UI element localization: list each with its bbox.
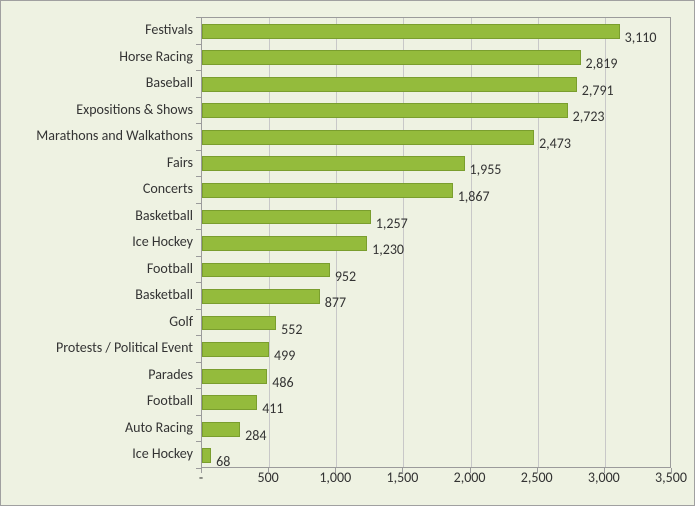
y-tick-mark (196, 150, 201, 151)
bar-row: 1,257 (202, 204, 670, 231)
value-label: 284 (245, 427, 266, 444)
y-tick-mark (196, 44, 201, 45)
value-label: 411 (262, 400, 283, 417)
plot-area: 3,1102,8192,7912,7232,4731,9551,8671,257… (201, 17, 671, 468)
category-label: Fairs (167, 150, 193, 177)
category-label: Auto Racing (125, 415, 193, 442)
value-label: 499 (274, 347, 295, 364)
y-tick-mark (196, 415, 201, 416)
y-tick-mark (196, 388, 201, 389)
value-label: 2,791 (582, 82, 614, 99)
bar: 1,230 (202, 236, 367, 251)
bar-row: 2,791 (202, 71, 670, 98)
bar-row: 68 (202, 442, 670, 469)
category-label: Ice Hockey (132, 441, 193, 468)
bar: 499 (202, 342, 269, 357)
category-label: Concerts (143, 176, 193, 203)
bar-row: 3,110 (202, 18, 670, 45)
bar-row: 2,723 (202, 98, 670, 125)
y-tick-mark (196, 203, 201, 204)
bar: 1,867 (202, 183, 453, 198)
value-label: 1,955 (470, 161, 502, 178)
bar: 3,110 (202, 24, 620, 39)
value-label: 2,473 (539, 135, 571, 152)
bar: 486 (202, 369, 267, 384)
y-tick-mark (196, 362, 201, 363)
bar-row: 952 (202, 257, 670, 284)
bar-row: 1,867 (202, 177, 670, 204)
value-label: 2,819 (586, 55, 618, 72)
bar: 68 (202, 448, 211, 463)
y-tick-mark (196, 441, 201, 442)
value-label: 2,723 (573, 108, 605, 125)
x-tick-mark (671, 468, 672, 473)
value-label: 1,230 (372, 241, 404, 258)
x-tick-mark (604, 468, 605, 473)
bar-row: 552 (202, 310, 670, 337)
category-label: Festivals (145, 17, 193, 44)
y-tick-mark (196, 123, 201, 124)
value-label: 3,110 (625, 29, 657, 46)
y-tick-mark (196, 176, 201, 177)
y-tick-mark (196, 468, 201, 469)
category-label: Expositions & Shows (76, 97, 193, 124)
y-tick-mark (196, 256, 201, 257)
bar-row: 486 (202, 363, 670, 390)
y-tick-mark (196, 17, 201, 18)
x-tick-mark (537, 468, 538, 473)
bar-row: 411 (202, 389, 670, 416)
y-tick-mark (196, 335, 201, 336)
category-label: Parades (148, 362, 193, 389)
bar: 552 (202, 316, 276, 331)
category-label: Basketball (135, 282, 193, 309)
category-label: Football (147, 256, 193, 283)
value-label: 1,867 (458, 188, 490, 205)
bar: 1,257 (202, 210, 371, 225)
bar: 2,473 (202, 130, 534, 145)
y-tick-mark (196, 97, 201, 98)
x-tick-mark (335, 468, 336, 473)
category-label: Golf (169, 309, 193, 336)
category-label: Protests / Political Event (56, 335, 193, 362)
value-label: 1,257 (376, 215, 408, 232)
value-label: 68 (216, 453, 230, 470)
category-label: Marathons and Walkathons (36, 123, 193, 150)
bar-row: 1,230 (202, 230, 670, 257)
value-label: 952 (335, 268, 356, 285)
bar-row: 499 (202, 336, 670, 363)
category-label: Horse Racing (119, 44, 193, 71)
x-tick-mark (201, 468, 202, 473)
y-tick-mark (196, 229, 201, 230)
bar: 2,819 (202, 50, 581, 65)
x-tick-mark (402, 468, 403, 473)
category-label: Football (147, 388, 193, 415)
category-label: Ice Hockey (132, 229, 193, 256)
bar-row: 877 (202, 283, 670, 310)
bar-row: 2,819 (202, 45, 670, 72)
bar-row: 1,955 (202, 151, 670, 178)
value-label: 552 (281, 321, 302, 338)
x-tick-mark (470, 468, 471, 473)
y-tick-mark (196, 282, 201, 283)
category-label: Basketball (135, 203, 193, 230)
bar: 284 (202, 422, 240, 437)
bar: 2,791 (202, 77, 577, 92)
y-tick-mark (196, 70, 201, 71)
bar: 1,955 (202, 156, 465, 171)
x-tick-mark (268, 468, 269, 473)
bar: 952 (202, 263, 330, 278)
bar-row: 284 (202, 416, 670, 443)
bar-row: 2,473 (202, 124, 670, 151)
value-label: 486 (272, 374, 293, 391)
bar: 411 (202, 395, 257, 410)
category-label: Baseball (146, 70, 193, 97)
y-tick-mark (196, 309, 201, 310)
bar: 2,723 (202, 103, 568, 118)
chart-container: 3,1102,8192,7912,7232,4731,9551,8671,257… (0, 0, 695, 506)
value-label: 877 (325, 294, 346, 311)
bar: 877 (202, 289, 320, 304)
